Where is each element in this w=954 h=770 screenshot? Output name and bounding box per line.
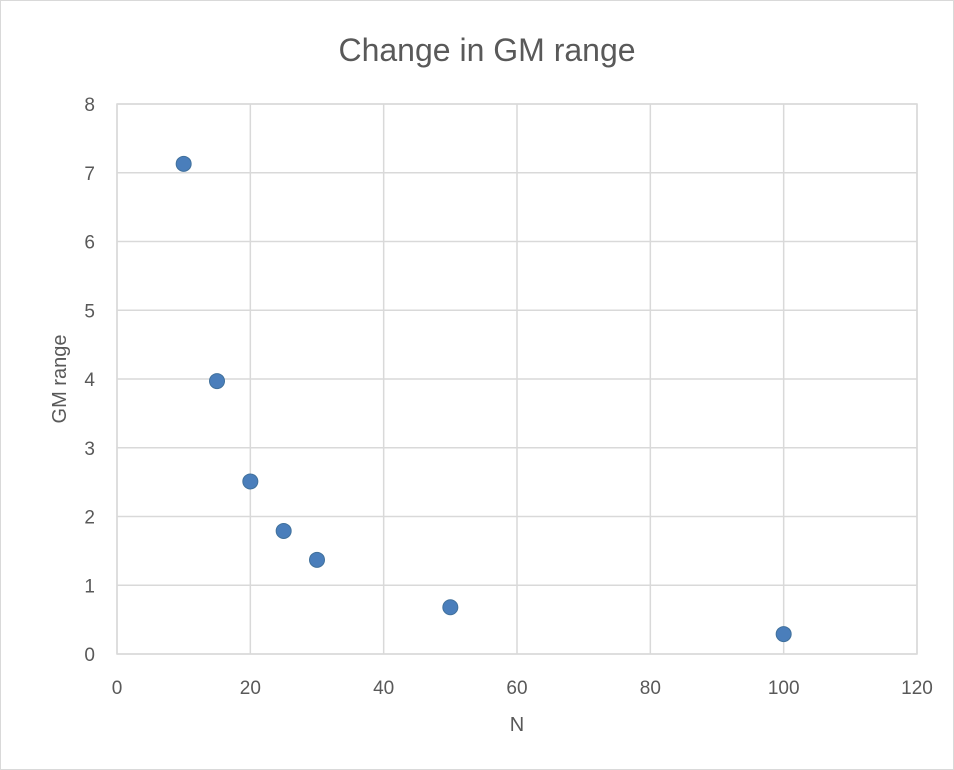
y-axis-label: GM range [49,335,71,424]
data-point [275,522,292,539]
data-point [775,626,792,643]
y-tick-label: 5 [84,301,95,322]
x-tick-label: 20 [240,678,261,699]
y-tick-label: 7 [84,164,95,185]
x-tick-label: 120 [901,678,933,699]
y-tick-label: 2 [84,508,95,529]
gridlines [116,103,918,655]
x-tick-label: 80 [640,678,661,699]
data-point [209,373,225,390]
x-tick-label: 0 [112,678,123,699]
data-points [175,155,792,643]
plot-area [116,103,918,655]
data-point [309,551,325,568]
y-tick-label: 3 [84,439,95,460]
y-tick-label: 6 [84,233,95,254]
data-point [175,155,192,172]
x-tick-label: 40 [373,678,394,699]
y-axis-ticks: 0 1 2 3 4 5 6 7 8 [84,95,95,666]
y-tick-label: 8 [84,95,95,116]
x-tick-label: 100 [768,678,800,699]
x-axis-label: N [510,714,524,736]
chart-title: Change in GM range [338,32,635,68]
x-axis-ticks: 0 20 40 60 80 100 120 [112,678,933,699]
x-tick-label: 60 [506,678,527,699]
y-tick-label: 1 [84,576,95,597]
data-point [242,473,259,490]
data-point [442,599,459,616]
y-tick-label: 0 [84,645,95,666]
y-tick-label: 4 [84,370,95,391]
